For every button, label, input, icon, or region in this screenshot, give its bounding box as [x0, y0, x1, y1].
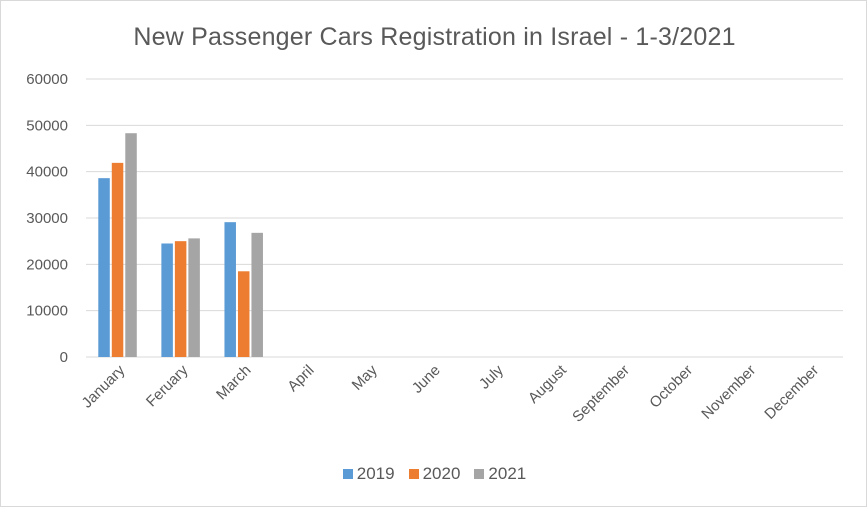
legend: 2019 2020 2021	[1, 464, 867, 484]
y-tick-label: 60000	[26, 71, 68, 88]
bar-2019-0	[98, 178, 110, 357]
y-axis-labels: 0 10000 20000 30000 40000 50000 60000	[26, 71, 68, 366]
bar-2021-1	[188, 238, 200, 357]
chart-title: New Passenger Cars Registration in Israe…	[133, 23, 736, 51]
legend-item-2019: 2019	[342, 464, 395, 484]
bar-2020-1	[174, 241, 187, 357]
legend-swatch-2019	[342, 469, 353, 479]
x-tick-label: October	[646, 362, 696, 412]
bar-2019-1	[161, 243, 173, 357]
bar-2021-2	[251, 232, 263, 357]
y-tick-label: 40000	[26, 164, 68, 181]
bar-2020-2	[237, 271, 250, 357]
legend-swatch-2021	[474, 469, 485, 479]
x-tick-label: July	[476, 361, 507, 392]
x-tick-label: January	[79, 361, 129, 411]
legend-label-2020: 2020	[422, 464, 461, 483]
x-tick-label: August	[525, 361, 571, 407]
y-tick-label: 0	[60, 349, 68, 366]
y-tick-label: 10000	[26, 303, 68, 320]
legend-item-2020: 2020	[408, 464, 461, 484]
gridlines	[86, 78, 843, 358]
y-tick-label: 50000	[26, 117, 68, 134]
bar-2019-2	[224, 222, 236, 357]
legend-label-2019: 2019	[356, 464, 395, 483]
x-axis-labels: January Feruary March April May June July Augus…	[79, 361, 823, 425]
y-tick-label: 30000	[26, 210, 68, 227]
x-tick-label: December	[761, 362, 822, 423]
x-tick-label: November	[698, 362, 759, 423]
legend-label-2021: 2021	[488, 464, 527, 483]
bars	[98, 133, 263, 357]
y-tick-label: 20000	[26, 256, 68, 273]
x-tick-label: June	[409, 362, 444, 397]
legend-item-2021: 2021	[474, 464, 526, 484]
bar-2020-0	[111, 162, 124, 357]
bar-2021-0	[125, 133, 137, 357]
x-tick-label: Feruary	[143, 361, 192, 410]
x-tick-label: April	[284, 362, 317, 395]
x-tick-label: May	[349, 361, 381, 393]
x-tick-label: September	[569, 362, 633, 426]
legend-swatch-2020	[408, 469, 419, 479]
x-tick-label: March	[213, 362, 254, 403]
